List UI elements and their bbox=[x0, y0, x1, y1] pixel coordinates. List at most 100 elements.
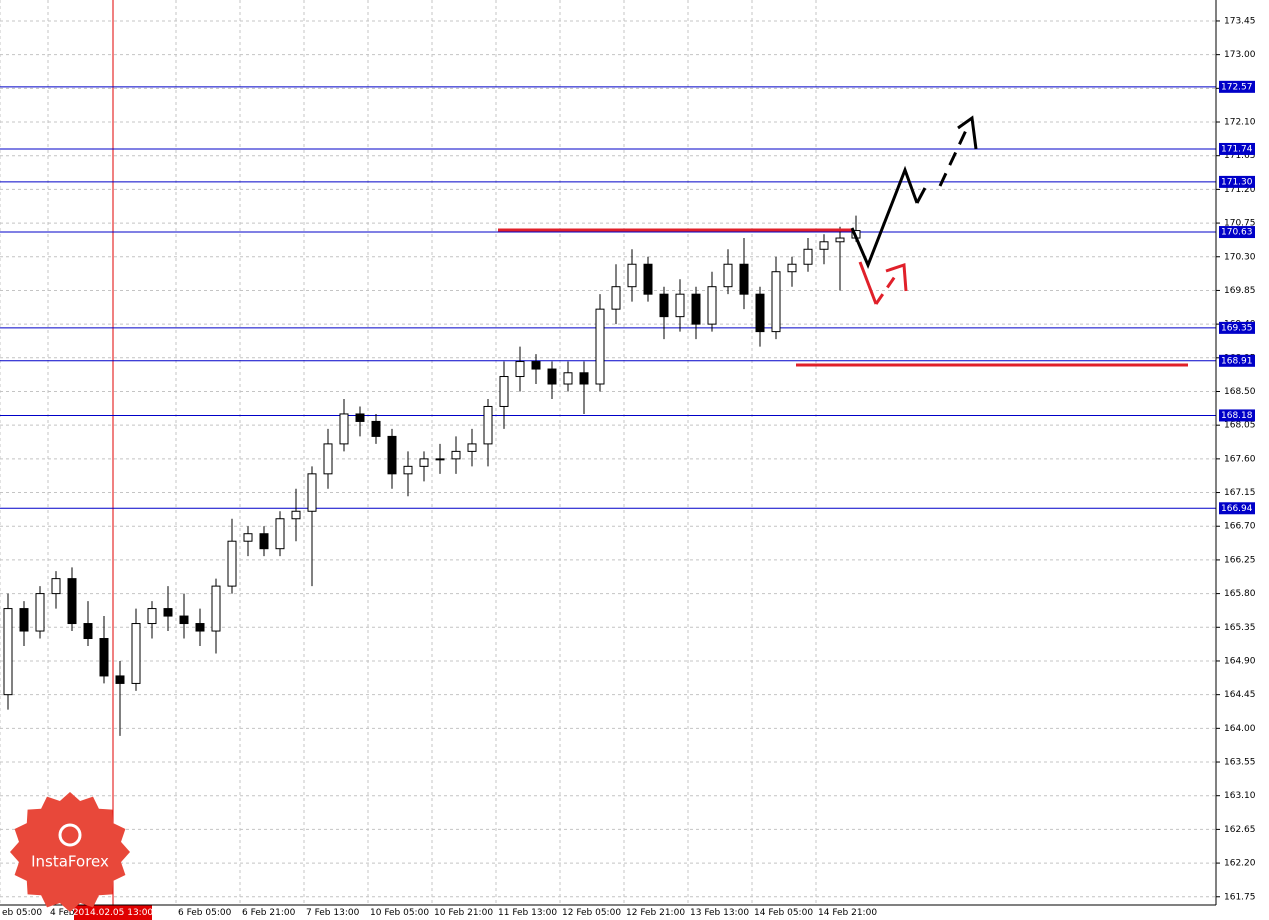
level-label: 166.94 bbox=[1221, 504, 1253, 514]
x-tick-label: 10 Feb 05:00 bbox=[370, 908, 429, 918]
y-tick-label: 165.35 bbox=[1224, 623, 1256, 633]
level-label-box bbox=[1219, 175, 1255, 188]
y-tick-label: 170.75 bbox=[1224, 219, 1256, 229]
candle-body bbox=[467, 443, 477, 452]
x-tick-label: 13 Feb 13:00 bbox=[690, 908, 749, 918]
candle-body bbox=[755, 293, 765, 333]
x-tick-label: 12 Feb 05:00 bbox=[562, 908, 621, 918]
y-tick-label: 173.45 bbox=[1224, 16, 1256, 26]
y-tick-label: 171.20 bbox=[1224, 185, 1256, 195]
y-tick-label: 170.30 bbox=[1224, 252, 1256, 262]
y-tick-label: 166.70 bbox=[1224, 522, 1256, 532]
candle-body bbox=[611, 286, 621, 310]
alt-arrow bbox=[874, 271, 900, 305]
y-tick-label: 161.75 bbox=[1224, 892, 1256, 902]
y-tick-label: 164.45 bbox=[1224, 690, 1256, 700]
candle-body bbox=[195, 623, 205, 632]
alt-arrow bbox=[858, 261, 878, 305]
y-tick-label: 162.65 bbox=[1224, 825, 1256, 835]
level-label: 172.57 bbox=[1221, 82, 1253, 92]
candle-body bbox=[531, 361, 541, 370]
candle-body bbox=[307, 473, 317, 512]
candle-body bbox=[3, 608, 13, 696]
level-label-box bbox=[1219, 409, 1255, 422]
level-label-box bbox=[1219, 142, 1255, 155]
y-tick-label: 172.10 bbox=[1224, 118, 1256, 128]
forecast-arrow bbox=[938, 125, 970, 187]
candle-body bbox=[275, 518, 285, 550]
candle-body bbox=[83, 623, 93, 640]
y-tick-label: 164.90 bbox=[1224, 656, 1256, 666]
candle-body bbox=[563, 372, 573, 385]
forecast-arrow bbox=[850, 165, 919, 269]
candle-body bbox=[67, 578, 77, 625]
candle-body bbox=[371, 420, 381, 437]
forecast-arrowhead bbox=[957, 115, 978, 150]
level-label: 168.18 bbox=[1221, 411, 1253, 421]
candle-body bbox=[115, 675, 125, 684]
candle-body bbox=[163, 608, 173, 617]
x-tick-label: eb 05:00 bbox=[2, 908, 42, 918]
level-label-box bbox=[1219, 354, 1255, 367]
candle-body bbox=[419, 458, 429, 467]
candle-body bbox=[819, 241, 829, 250]
level-label-box bbox=[1219, 502, 1255, 515]
y-tick-label: 169.85 bbox=[1224, 286, 1256, 296]
candle-body bbox=[659, 293, 669, 318]
x-tick-label: 10 Feb 21:00 bbox=[434, 908, 493, 918]
candle-body bbox=[787, 263, 797, 273]
candle-body bbox=[243, 533, 253, 542]
y-tick-label: 168.05 bbox=[1224, 421, 1256, 431]
annotations bbox=[498, 115, 1188, 367]
candle-body bbox=[147, 608, 157, 625]
level-label-box bbox=[1219, 226, 1255, 239]
candle-body bbox=[99, 638, 109, 677]
candle-body bbox=[355, 413, 365, 422]
candle-body bbox=[675, 293, 685, 318]
y-tick-label: 168.50 bbox=[1224, 387, 1256, 397]
logo-icon bbox=[58, 823, 82, 847]
level-label: 171.30 bbox=[1221, 177, 1253, 187]
candle-body bbox=[579, 372, 589, 385]
candle-body bbox=[803, 248, 813, 265]
candle-body bbox=[131, 623, 141, 684]
candle-body bbox=[723, 263, 733, 288]
logo-text: InstaForex bbox=[31, 853, 109, 871]
x-tick-label: 7 Feb 13:00 bbox=[306, 908, 360, 918]
candle-body bbox=[211, 585, 221, 632]
y-tick-label: 163.55 bbox=[1224, 758, 1256, 768]
candle-body bbox=[499, 376, 509, 407]
candle-body bbox=[291, 510, 301, 520]
y-tick-label: 173.00 bbox=[1224, 50, 1256, 60]
x-tick-label: 14 Feb 05:00 bbox=[754, 908, 813, 918]
candle-body bbox=[643, 263, 653, 295]
candle-body bbox=[227, 540, 237, 587]
y-tick-label: 164.00 bbox=[1224, 724, 1256, 734]
level-label: 171.74 bbox=[1221, 144, 1253, 154]
candle-body bbox=[387, 435, 397, 475]
candle-body bbox=[595, 308, 605, 385]
y-tick-label: 171.65 bbox=[1224, 151, 1256, 161]
candle-body bbox=[771, 271, 781, 333]
candle-body bbox=[339, 413, 349, 445]
x-tick-label: 4 Feb bbox=[50, 908, 75, 918]
candle-body bbox=[19, 608, 29, 632]
level-label: 169.35 bbox=[1221, 323, 1253, 333]
level-label: 168.91 bbox=[1221, 356, 1253, 366]
x-tick-label: 11 Feb 13:00 bbox=[498, 908, 557, 918]
x-tick-label: 14 Feb 21:00 bbox=[818, 908, 877, 918]
level-label-box bbox=[1219, 80, 1255, 93]
candle-body bbox=[435, 458, 445, 461]
logo: InstaForex bbox=[10, 792, 130, 912]
candle-body bbox=[179, 615, 189, 625]
level-label: 170.63 bbox=[1221, 228, 1253, 238]
x-tick-label: 2014.02.05 13:00 bbox=[73, 908, 154, 918]
forecast-arrow bbox=[915, 187, 927, 204]
x-tick-label: 6 Feb 21:00 bbox=[242, 908, 296, 918]
x-tick-label: 12 Feb 21:00 bbox=[626, 908, 685, 918]
candle-body bbox=[483, 405, 493, 445]
candle-body bbox=[739, 263, 749, 295]
candle-body bbox=[51, 578, 61, 595]
candle-body bbox=[35, 593, 45, 632]
